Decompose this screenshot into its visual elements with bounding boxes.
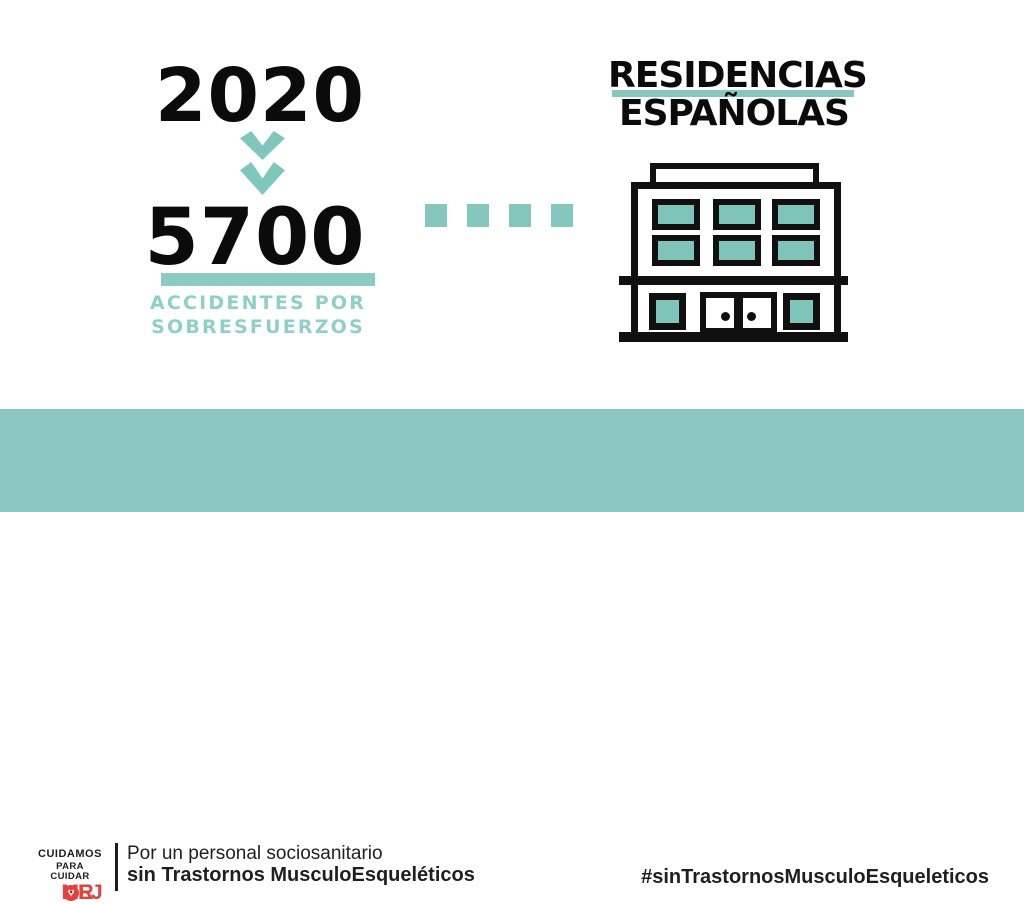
- residence-building-icon: [619, 163, 848, 342]
- heading-underline: [612, 90, 854, 97]
- building-base-ledge: [619, 332, 848, 342]
- connector-square: [467, 204, 489, 227]
- heart-icon: ♥ ♥: [62, 885, 79, 901]
- building-floor-ledge: [619, 276, 848, 285]
- logo-line3: MEJ ♥ ♥ R: [37, 882, 103, 903]
- building-door-icon: [700, 292, 777, 334]
- cuidamos-logo: CUIDAMOS PARA CUIDAR MEJ ♥ ♥ R: [37, 848, 103, 904]
- heading-line1: RESIDENCIAS: [608, 55, 868, 96]
- building-window: [713, 199, 761, 230]
- accidents-label-line2: SOBRESFUERZOS: [151, 316, 365, 338]
- footer-bar: CUIDAMOS PARA CUIDAR MEJ ♥ ♥ R Por un perso…: [0, 409, 1024, 903]
- building-upper-floors: [631, 182, 841, 283]
- logo-line1: CUIDAMOS: [38, 848, 102, 860]
- logo-word-post: R: [78, 881, 94, 904]
- connector-square: [509, 204, 531, 227]
- accidents-label: ACCIDENTES POR SOBRESFUERZOS: [143, 291, 373, 339]
- logo-line2: PARA CUIDAR: [50, 861, 90, 882]
- connector-square: [425, 204, 447, 227]
- door-handle: [721, 312, 730, 321]
- door-divider: [734, 298, 743, 328]
- infographic-canvas: 2020 5700 ACCIDENTES POR SOBRESFUERZOS R…: [0, 53, 1024, 903]
- connector-square: [551, 204, 573, 227]
- accidents-underline: [161, 273, 375, 286]
- accidents-value: 5700: [144, 193, 366, 283]
- building-window: [772, 235, 820, 266]
- building-ground-window: [649, 293, 686, 330]
- building-ground-window: [783, 293, 820, 330]
- year-value: 2020: [155, 53, 365, 139]
- logo-divider: [115, 843, 118, 891]
- connector-dots: [425, 204, 573, 227]
- building-window: [652, 235, 700, 266]
- building-window: [713, 235, 761, 266]
- chevron-down-icon: [240, 162, 285, 195]
- campaign-hashtag: #sinTrastornosMusculoEsqueleticos: [641, 866, 989, 888]
- building-window: [772, 199, 820, 230]
- door-handle: [747, 312, 756, 321]
- tagline-line1: Por un personal sociosanitario: [127, 843, 383, 864]
- tagline-line2: sin Trastornos MusculoEsqueléticos: [127, 864, 475, 886]
- accidents-label-line1: ACCIDENTES POR: [149, 292, 367, 314]
- building-window: [652, 199, 700, 230]
- heading-line2: ESPAÑOLAS: [619, 93, 850, 134]
